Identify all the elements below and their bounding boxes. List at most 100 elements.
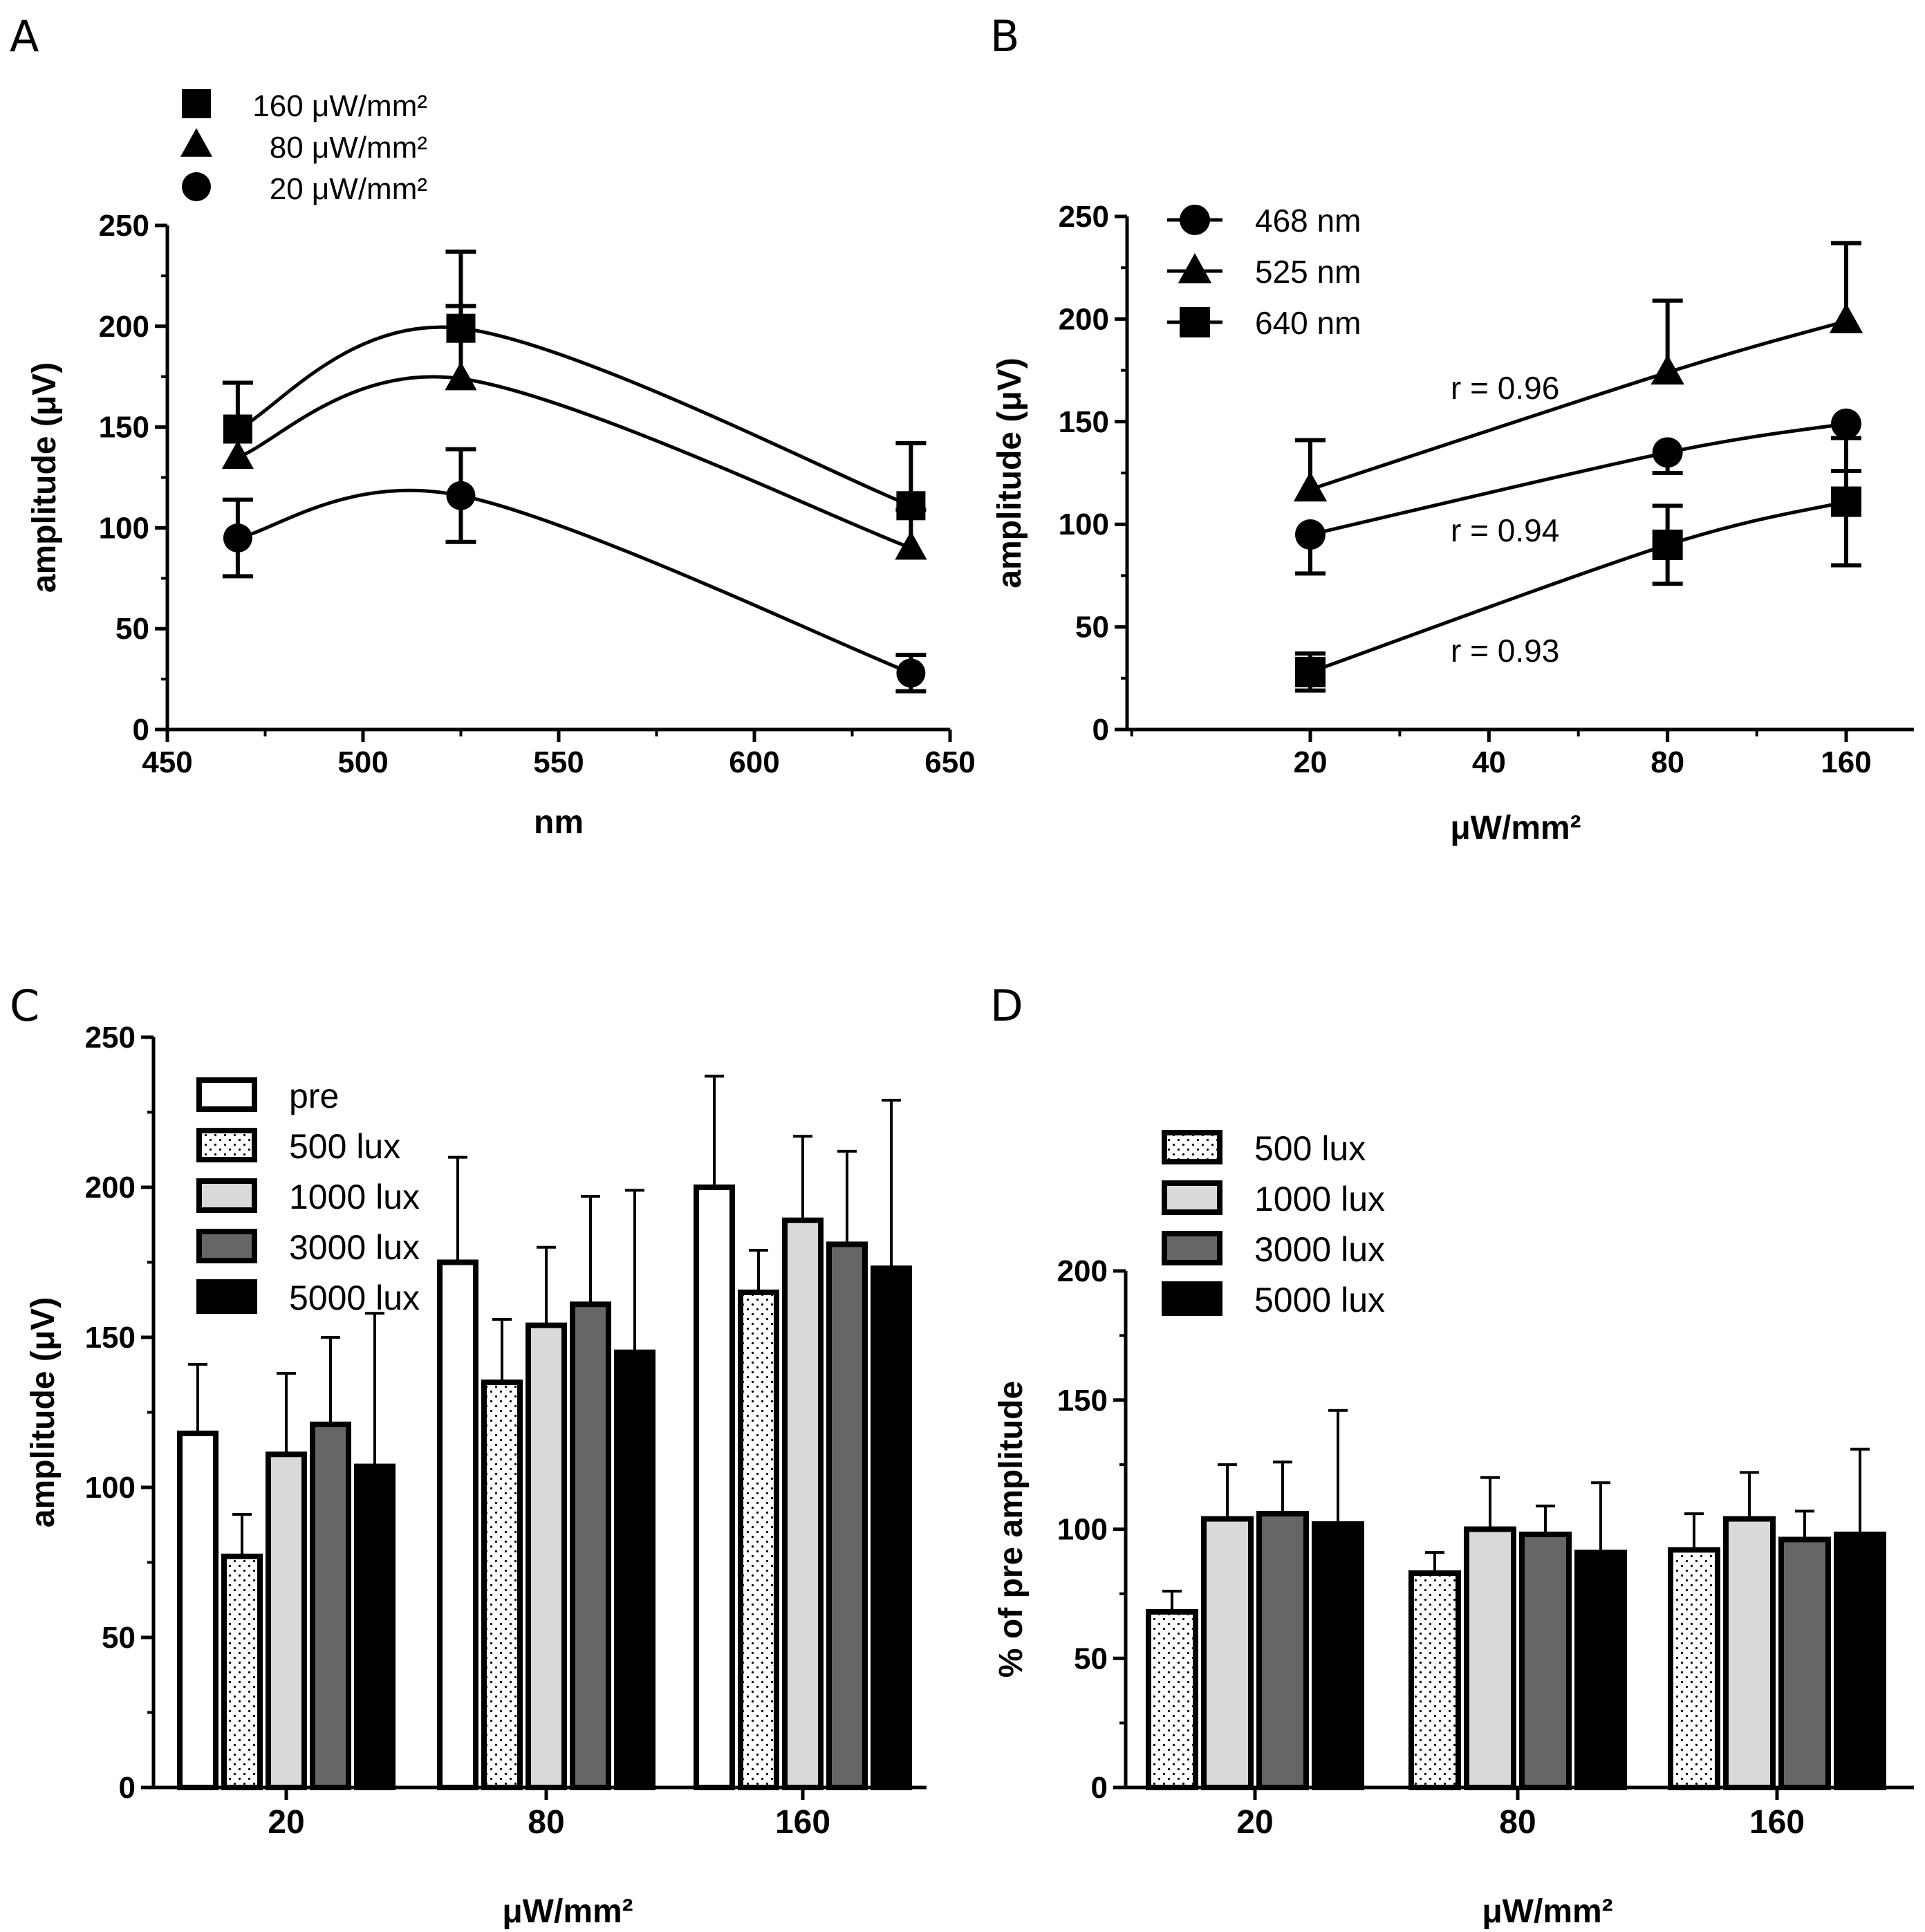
y-tick-label: 200 [1059, 302, 1109, 336]
bar [437, 1259, 478, 1790]
legend-label: 3000 lux [289, 1228, 420, 1267]
legend-swatch [196, 1128, 257, 1162]
bar [266, 1451, 307, 1790]
x-tick-label: 550 [533, 745, 584, 779]
data-point [223, 414, 252, 444]
data-point [1652, 529, 1683, 560]
x-tick-label: 600 [729, 745, 779, 779]
legend-label: 80 μW/mm² [270, 131, 427, 165]
panel-d-bar-chart: 0 50 100 150 200 20 80 160 500 lux 1000 lux 3000 l… [993, 1129, 1914, 1930]
data-point [896, 658, 926, 688]
legend-label: 525 nm [1255, 254, 1361, 290]
x-tick-label: 160 [1749, 1804, 1805, 1841]
data-point [1295, 519, 1326, 550]
y-tick-label: 150 [1059, 405, 1109, 439]
panel-label-b: B [990, 11, 1020, 62]
x-tick-label: 20 [1236, 1804, 1273, 1841]
bar [1778, 1536, 1831, 1790]
data-point [895, 530, 927, 560]
legend-marker [182, 172, 211, 201]
data-point [1829, 303, 1863, 333]
x-tick-label: 160 [1821, 745, 1871, 779]
legend-swatch [1162, 1281, 1222, 1316]
legend-label: 640 nm [1255, 305, 1361, 341]
correlation-annotation: r = 0.93 [1451, 633, 1559, 669]
legend-label: 1000 lux [1254, 1180, 1385, 1218]
y-tick-label: 200 [85, 1171, 136, 1205]
y-axis-label: % of pre amplitude [993, 1381, 1030, 1678]
legend-label: 5000 lux [289, 1279, 420, 1317]
data-point [1293, 471, 1328, 502]
y-axis-label: amplitude (μV) [26, 362, 63, 593]
y-axis-label: amplitude (μV) [992, 357, 1028, 588]
bar [570, 1301, 611, 1790]
data-point [1831, 408, 1861, 439]
x-tick-label: 650 [924, 745, 975, 779]
y-tick-label: 0 [1092, 713, 1109, 747]
bar [1834, 1531, 1886, 1790]
data-point [1652, 437, 1683, 468]
y-tick-label: 50 [1074, 1642, 1108, 1675]
panel-label-d: D [990, 981, 1023, 1031]
y-tick-label: 100 [1057, 1513, 1108, 1547]
legend-marker [180, 128, 213, 157]
bar [1723, 1516, 1776, 1791]
bar [1668, 1547, 1720, 1790]
x-tick-label: 450 [142, 745, 192, 779]
bar [1519, 1531, 1572, 1790]
x-tick-label: 20 [268, 1804, 304, 1841]
series-line [1310, 500, 1847, 674]
legend-label: 500 lux [1254, 1129, 1366, 1168]
series-line [237, 488, 912, 675]
panel-c-bar-chart: 0 50 100 150 200 250 20 80 160 pre 500 lux 1000 lux… [25, 1021, 927, 1930]
data-point [221, 440, 254, 470]
x-axis-label: μW/mm² [1482, 1893, 1612, 1930]
bar [614, 1349, 655, 1790]
panel-b-line-chart: 0 50 100 150 200 250 20 40 80 160 amplitude (μV) μW… [992, 200, 1914, 846]
y-tick-label: 50 [1075, 611, 1109, 644]
series-line [236, 325, 912, 508]
legend-label: 500 lux [289, 1127, 400, 1166]
x-tick-label: 80 [1650, 745, 1684, 779]
legend-label: 5000 lux [1254, 1281, 1385, 1319]
data-point [223, 523, 252, 552]
y-tick-label: 0 [119, 1771, 136, 1805]
x-tick-label: 80 [1499, 1804, 1536, 1841]
y-axis-label: amplitude (μV) [25, 1297, 62, 1527]
x-tick-label: 20 [1294, 745, 1328, 779]
bar [826, 1241, 868, 1790]
x-tick-label: 40 [1472, 745, 1506, 779]
legend-swatch [196, 1279, 257, 1314]
x-tick-label: 160 [775, 1804, 830, 1841]
data-point [1831, 486, 1861, 517]
bar [1574, 1550, 1627, 1790]
bar [871, 1265, 912, 1791]
legend-swatch [1162, 1231, 1222, 1265]
y-tick-label: 100 [85, 1471, 136, 1505]
series-line [1310, 319, 1847, 492]
x-axis-label: μW/mm² [1450, 810, 1581, 846]
legend-marker [182, 89, 211, 118]
legend-label: 1000 lux [289, 1178, 420, 1216]
legend-swatch [196, 1229, 257, 1263]
panel-label-c: C [10, 981, 39, 1031]
bar [694, 1185, 735, 1790]
y-tick-label: 0 [133, 713, 149, 747]
y-tick-label: 200 [99, 310, 149, 344]
y-tick-label: 150 [1057, 1384, 1108, 1418]
x-axis-label: nm [534, 804, 584, 841]
bar [526, 1322, 567, 1790]
data-point [1650, 354, 1684, 385]
bar [354, 1463, 396, 1791]
bar [310, 1421, 351, 1791]
series-line [237, 375, 912, 550]
y-tick-label: 100 [1059, 508, 1109, 541]
legend-swatch [196, 1077, 257, 1112]
legend-label: 468 nm [1255, 203, 1361, 239]
bar [177, 1430, 218, 1790]
bar [1464, 1526, 1516, 1790]
bar [738, 1289, 779, 1790]
legend-marker [1178, 253, 1212, 284]
legend-label: 3000 lux [1254, 1230, 1385, 1269]
y-tick-label: 0 [1091, 1771, 1108, 1805]
